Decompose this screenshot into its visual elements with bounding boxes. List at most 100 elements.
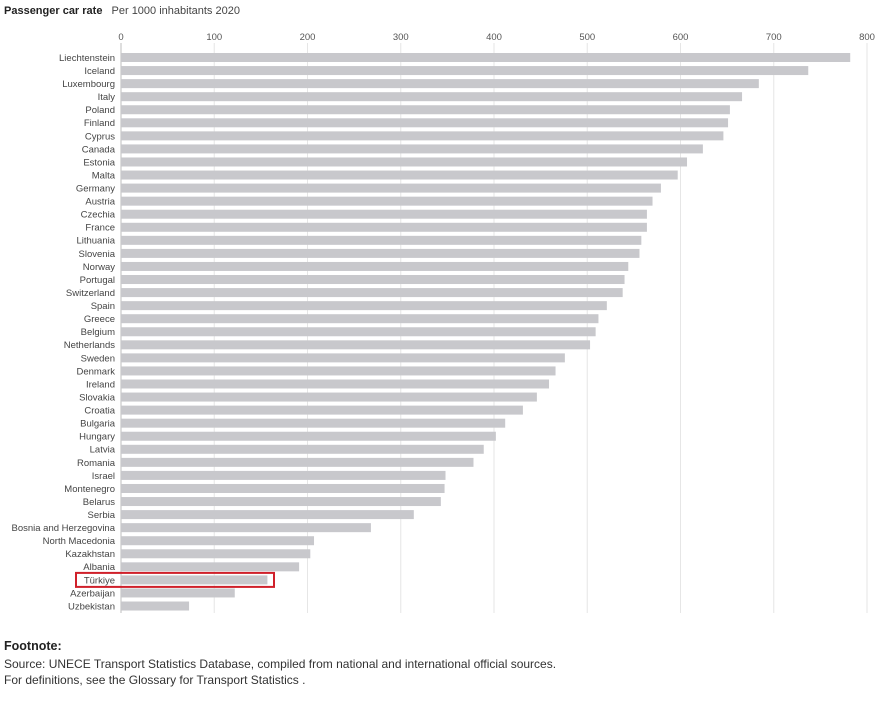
bar	[121, 562, 300, 572]
bar	[121, 601, 190, 611]
category-label: Denmark	[76, 366, 115, 377]
category-label: Netherlands	[64, 340, 115, 351]
category-label: Liechtenstein	[59, 53, 115, 64]
footnote-source: Source: UNECE Transport Statistics Datab…	[4, 657, 557, 671]
bar	[121, 340, 591, 350]
bar	[121, 301, 607, 311]
category-label: Latvia	[90, 445, 116, 456]
x-tick-label: 0	[118, 32, 123, 43]
bar	[121, 523, 371, 533]
category-label: Uzbekistan	[68, 601, 115, 612]
bar	[121, 92, 743, 102]
bar	[121, 444, 484, 454]
category-label: Switzerland	[66, 288, 115, 299]
category-label: Romania	[77, 458, 116, 469]
bar	[121, 366, 556, 376]
bar	[121, 170, 678, 180]
bar	[121, 379, 550, 389]
x-tick-label: 300	[393, 32, 409, 43]
bar	[121, 497, 441, 507]
bar	[121, 575, 268, 585]
x-tick-label: 200	[300, 32, 316, 43]
category-label: Belgium	[81, 327, 115, 338]
category-label: Bulgaria	[80, 419, 116, 430]
category-label: Estonia	[83, 157, 115, 168]
category-label: Canada	[82, 144, 116, 155]
bar	[121, 118, 729, 128]
category-label: Azerbaijan	[70, 588, 115, 599]
bar	[121, 588, 235, 598]
category-label: Spain	[91, 301, 115, 312]
category-label: Greece	[84, 314, 115, 325]
chart-header: Passenger car rate Per 1000 inhabitants …	[4, 5, 240, 17]
footnote-heading: Footnote:	[4, 639, 62, 653]
bar	[121, 418, 506, 428]
category-label: Ireland	[86, 379, 115, 390]
category-label: Malta	[92, 170, 116, 181]
category-label: Austria	[85, 197, 115, 208]
bar	[121, 248, 640, 258]
x-tick-label: 800	[859, 32, 875, 43]
category-label: Norway	[83, 262, 115, 273]
category-label: Poland	[85, 105, 115, 116]
bar	[121, 353, 565, 363]
bar	[121, 157, 688, 167]
bar	[121, 196, 653, 206]
category-label: Croatia	[84, 406, 115, 417]
bar	[121, 405, 523, 415]
category-label: Kazakhstan	[65, 549, 115, 560]
bar	[121, 392, 537, 402]
category-label: Lithuania	[76, 236, 115, 247]
bar-chart: 0 100 200 300 400 500 600 700 800 Liechtenstein Ic…	[11, 32, 875, 613]
bar	[121, 235, 642, 245]
category-label: Germany	[76, 184, 115, 195]
category-label: Belarus	[83, 497, 115, 508]
x-tick-label: 500	[579, 32, 595, 43]
bar	[121, 431, 496, 441]
category-label: Portugal	[80, 275, 115, 286]
chart-subtitle: Per 1000 inhabitants 2020	[111, 5, 240, 17]
bar	[121, 131, 724, 141]
category-label: Sweden	[81, 353, 115, 364]
category-label: Iceland	[84, 66, 115, 77]
x-tick-label: 100	[206, 32, 222, 43]
bar	[121, 275, 625, 285]
category-label: Slovakia	[79, 392, 116, 403]
x-tick-label: 700	[766, 32, 782, 43]
x-tick-label: 600	[673, 32, 689, 43]
bar	[121, 144, 703, 154]
bar	[121, 183, 661, 193]
bar	[121, 457, 474, 467]
category-label: Czechia	[81, 210, 116, 221]
category-label: Finland	[84, 118, 115, 129]
category-label: North Macedonia	[43, 536, 116, 547]
bar	[121, 209, 647, 219]
bar	[121, 510, 414, 520]
category-label: Hungary	[79, 432, 115, 443]
bar	[121, 549, 311, 559]
category-label: Türkiye	[84, 575, 115, 586]
category-label: Slovenia	[79, 249, 116, 260]
bar	[121, 105, 730, 115]
highlight-box	[75, 571, 275, 588]
category-label: Serbia	[88, 510, 116, 521]
category-label: Montenegro	[64, 484, 115, 495]
bar	[121, 470, 446, 480]
bar	[121, 483, 445, 493]
category-label: France	[85, 223, 115, 234]
bar	[121, 261, 629, 271]
category-label: Israel	[92, 471, 115, 482]
bar	[121, 222, 647, 232]
bar	[121, 288, 623, 298]
bar	[121, 314, 599, 324]
category-label: Albania	[83, 562, 115, 573]
x-tick-label: 400	[486, 32, 502, 43]
bar	[121, 536, 315, 546]
category-label: Cyprus	[85, 131, 115, 142]
category-label: Luxembourg	[62, 79, 115, 90]
bar	[121, 53, 851, 62]
category-label: Italy	[98, 92, 116, 103]
category-label: Bosnia and Herzegovina	[11, 523, 115, 534]
chart-title: Passenger car rate	[4, 5, 103, 17]
footnote: Footnote: Source: UNECE Transport Statis…	[4, 638, 556, 688]
